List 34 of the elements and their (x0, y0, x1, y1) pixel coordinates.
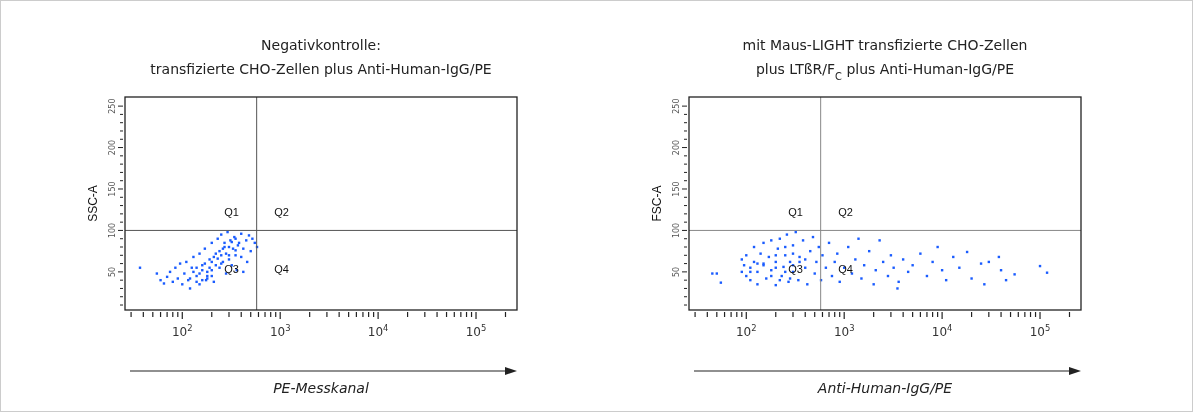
y-axis-title: FSC-A (650, 185, 664, 222)
chart-title: Negativkontrolle: (261, 37, 381, 53)
x-axis-title: Anti-Human-IgG/PE (816, 380, 953, 396)
x-tick-label: 10$^{5}$ (1029, 323, 1051, 339)
y-tick-label: 100 (108, 222, 117, 239)
chart-title: mit Maus-LIGHT transfizierte CHO-Zellen (742, 37, 1028, 53)
annotation: Q2 (274, 206, 290, 219)
chart-subtitle: transfizierte CHO-Zellen plus Anti-Human-IgG/PE (150, 61, 492, 77)
y-tick-label: 150 (672, 181, 681, 197)
x-tick-label: 10$^{5}$ (465, 323, 487, 339)
y-axis-title: SSC-A (86, 185, 100, 222)
x-tick-label: 10$^{3}$ (833, 323, 855, 339)
chart-subtitle: plus LTßR/F$_{C}$ plus Anti-Human-IgG/PE (755, 61, 1015, 82)
y-tick-label: 250 (108, 98, 117, 114)
y-tick-label: 50 (672, 266, 681, 277)
x-axis-title: PE-Messkanal (273, 380, 369, 396)
x-tick-label: 10$^{2}$ (171, 323, 193, 339)
x-tick-label: 10$^{4}$ (367, 323, 389, 339)
y-tick-label: 100 (672, 222, 681, 239)
annotation: Q4 (838, 263, 854, 276)
y-tick-label: 50 (108, 266, 117, 277)
x-tick-label: 10$^{2}$ (735, 323, 757, 339)
annotation: Q1 (224, 206, 240, 219)
annotation: Q2 (838, 206, 854, 219)
y-tick-label: 250 (672, 98, 681, 114)
annotation: Q3 (788, 263, 804, 276)
x-tick-label: 10$^{3}$ (269, 323, 291, 339)
annotation: Q3 (224, 263, 240, 276)
annotation: Q1 (788, 206, 804, 219)
y-tick-label: 200 (108, 139, 117, 156)
y-tick-label: 200 (672, 139, 681, 156)
x-tick-label: 10$^{4}$ (931, 323, 953, 339)
y-tick-label: 150 (108, 181, 117, 197)
annotation: Q4 (274, 263, 290, 276)
